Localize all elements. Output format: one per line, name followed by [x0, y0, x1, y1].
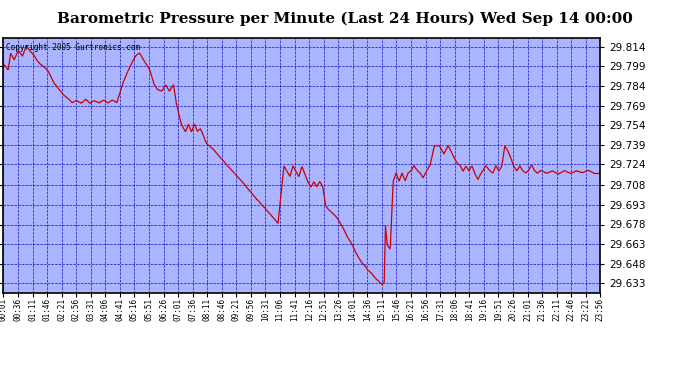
- Text: Barometric Pressure per Minute (Last 24 Hours) Wed Sep 14 00:00: Barometric Pressure per Minute (Last 24 …: [57, 11, 633, 26]
- Text: Copyright 2005 Gurtronics.com: Copyright 2005 Gurtronics.com: [6, 43, 141, 52]
